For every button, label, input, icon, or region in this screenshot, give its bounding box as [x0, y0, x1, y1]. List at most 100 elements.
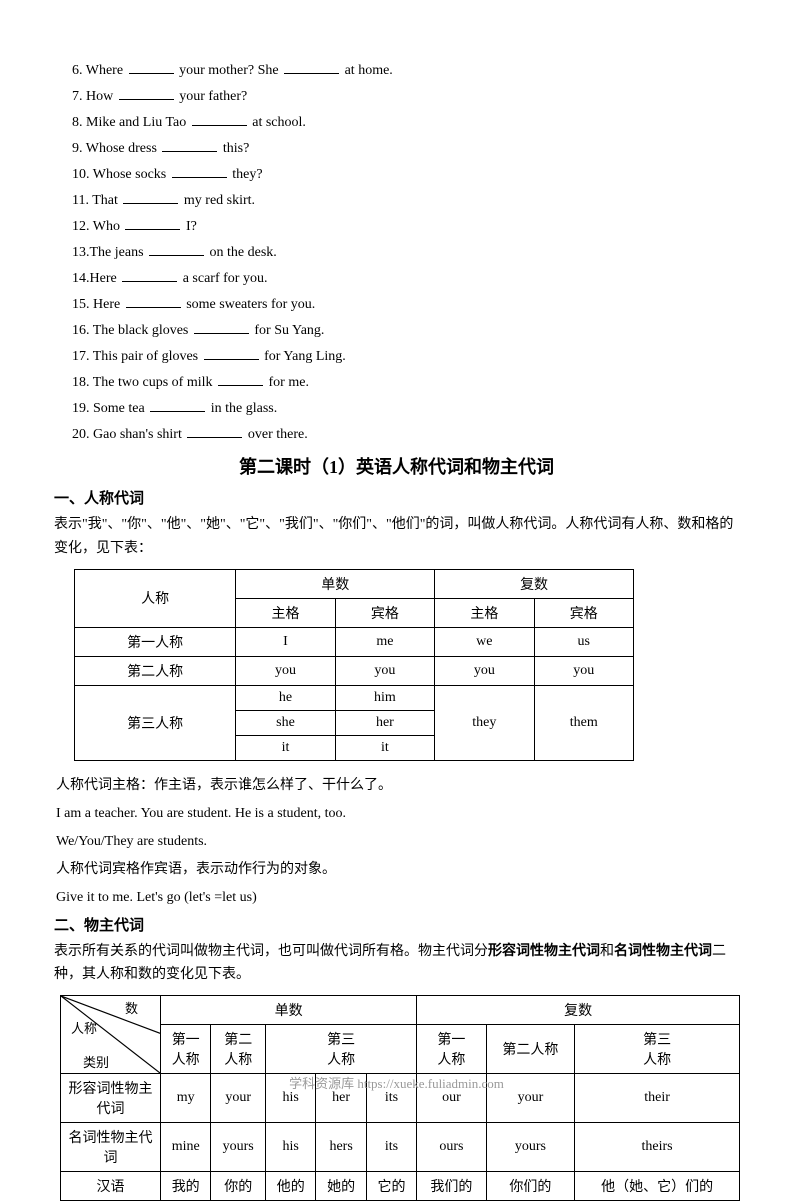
- table-cell: 他（她、它）们的: [575, 1172, 740, 1201]
- table-cell: mine: [161, 1123, 211, 1172]
- exercise-item: 7. How your father?: [54, 86, 739, 105]
- blank[interactable]: [204, 346, 259, 360]
- blank[interactable]: [194, 320, 249, 334]
- text-span: 和: [600, 944, 614, 959]
- table-header: 第二人称: [486, 1025, 575, 1074]
- table-cell: you: [435, 656, 534, 685]
- exercise-item: 11. That my red skirt.: [54, 190, 739, 209]
- text-span: 表示所有关系的代词叫做物主代词，也可叫做代词所有格。物主代词分: [54, 944, 488, 959]
- diag-label: 类别: [83, 1052, 109, 1071]
- table-header: 第三人称: [575, 1025, 740, 1074]
- blank[interactable]: [119, 86, 174, 100]
- blank[interactable]: [149, 242, 204, 256]
- table-cell: 名词性物主代词: [61, 1123, 161, 1172]
- exercise-item: 9. Whose dress this?: [54, 138, 739, 157]
- exercise-item: 6. Where your mother? She at home.: [54, 60, 739, 79]
- exercise-item: 20. Gao shan's shirt over there.: [54, 424, 739, 443]
- table-cell: 他的: [266, 1172, 316, 1201]
- table-cell: he: [236, 685, 335, 710]
- diag-label: 数: [125, 998, 138, 1017]
- table-cell: we: [435, 627, 534, 656]
- blank[interactable]: [187, 424, 242, 438]
- blank[interactable]: [150, 398, 205, 412]
- table-header: 第一人称: [161, 1025, 211, 1074]
- blank[interactable]: [123, 190, 178, 204]
- table-header: 单数: [236, 569, 435, 598]
- bold-term: 形容词性物主代词: [488, 944, 600, 959]
- diagonal-header: 数 人称 类别: [61, 996, 161, 1074]
- table-cell: she: [236, 710, 335, 735]
- table-cell: 第二人称: [75, 656, 236, 685]
- table-cell: yours: [486, 1123, 575, 1172]
- diag-label: 人称: [71, 1018, 97, 1037]
- table-cell: them: [534, 685, 633, 760]
- blank[interactable]: [129, 60, 174, 74]
- table-header: 单数: [161, 996, 417, 1025]
- table-cell: 你的: [211, 1172, 266, 1201]
- blank[interactable]: [284, 60, 339, 74]
- heading-pronouns: 一、人称代词: [54, 487, 739, 508]
- exercise-item: 14.Here a scarf for you.: [54, 268, 739, 287]
- table-cell: theirs: [575, 1123, 740, 1172]
- table-header: 第二人称: [211, 1025, 266, 1074]
- exercise-item: 13.The jeans on the desk.: [54, 242, 739, 261]
- blank[interactable]: [218, 372, 263, 386]
- table-cell: it: [236, 735, 335, 760]
- table-cell: I: [236, 627, 335, 656]
- section-title: 第二课时（1）英语人称代词和物主代词: [54, 453, 739, 479]
- blank[interactable]: [125, 216, 180, 230]
- exercise-item: 15. Here some sweaters for you.: [54, 294, 739, 313]
- table-header: 第一人称: [417, 1025, 486, 1074]
- table-cell: 她的: [316, 1172, 366, 1201]
- blank[interactable]: [126, 294, 181, 308]
- exercise-item: 12. Who I?: [54, 216, 739, 235]
- bold-term: 名词性物主代词: [614, 944, 712, 959]
- table-cell: 汉语: [61, 1172, 161, 1201]
- table-header: 复数: [435, 569, 634, 598]
- pronoun-table: 人称 单数 复数 主格 宾格 主格 宾格 第一人称 I me we us 第二人…: [74, 569, 634, 761]
- table-cell: ours: [417, 1123, 486, 1172]
- table-header: 第三人称: [266, 1025, 417, 1074]
- table-header: 复数: [417, 996, 740, 1025]
- table-header: 主格: [435, 598, 534, 627]
- table-cell: 我们的: [417, 1172, 486, 1201]
- exercise-item: 8. Mike and Liu Tao at school.: [54, 112, 739, 131]
- table-cell: you: [236, 656, 335, 685]
- table-cell: 第一人称: [75, 627, 236, 656]
- possessive-table: 数 人称 类别 单数 复数 第一人称 第二人称 第三人称 第一人称 第二人称 第…: [60, 995, 740, 1201]
- table-cell: me: [335, 627, 434, 656]
- blank[interactable]: [162, 138, 217, 152]
- exercise-item: 18. The two cups of milk for me.: [54, 372, 739, 391]
- blank[interactable]: [192, 112, 247, 126]
- paragraph: 表示"我"、"你"、"他"、"她"、"它"、"我们"、"你们"、"他们"的词，叫…: [54, 513, 739, 561]
- table-cell: 它的: [366, 1172, 416, 1201]
- table-cell: us: [534, 627, 633, 656]
- table-cell: 你们的: [486, 1172, 575, 1201]
- blank[interactable]: [172, 164, 227, 178]
- example-sentence: I am a teacher. You are student. He is a…: [54, 801, 739, 826]
- table-cell: its: [366, 1123, 416, 1172]
- exercise-list: 6. Where your mother? She at home. 7. Ho…: [54, 60, 739, 443]
- paragraph: 表示所有关系的代词叫做物主代词，也可叫做代词所有格。物主代词分形容词性物主代词和…: [54, 940, 739, 988]
- table-cell: her: [335, 710, 434, 735]
- exercise-item: 16. The black gloves for Su Yang.: [54, 320, 739, 339]
- table-cell: 我的: [161, 1172, 211, 1201]
- exercise-item: 19. Some tea in the glass.: [54, 398, 739, 417]
- exercise-item: 10. Whose socks they?: [54, 164, 739, 183]
- table-header: 主格: [236, 598, 335, 627]
- table-header: 宾格: [534, 598, 633, 627]
- table-header: 宾格: [335, 598, 434, 627]
- heading-possessive: 二、物主代词: [54, 914, 739, 935]
- footer-text: 学科资源库 https://xueke.fuliadmin.com: [0, 1073, 793, 1092]
- table-cell: hers: [316, 1123, 366, 1172]
- table-header: 人称: [75, 569, 236, 627]
- table-cell: you: [335, 656, 434, 685]
- table-cell: 第三人称: [75, 685, 236, 760]
- table-cell: him: [335, 685, 434, 710]
- table-cell: it: [335, 735, 434, 760]
- blank[interactable]: [122, 268, 177, 282]
- table-cell: yours: [211, 1123, 266, 1172]
- table-cell: they: [435, 685, 534, 760]
- example-sentence: Give it to me. Let's go (let's =let us): [54, 885, 739, 910]
- explanation-text: 人称代词主格：作主语，表示谁怎么样了、干什么了。: [54, 773, 739, 798]
